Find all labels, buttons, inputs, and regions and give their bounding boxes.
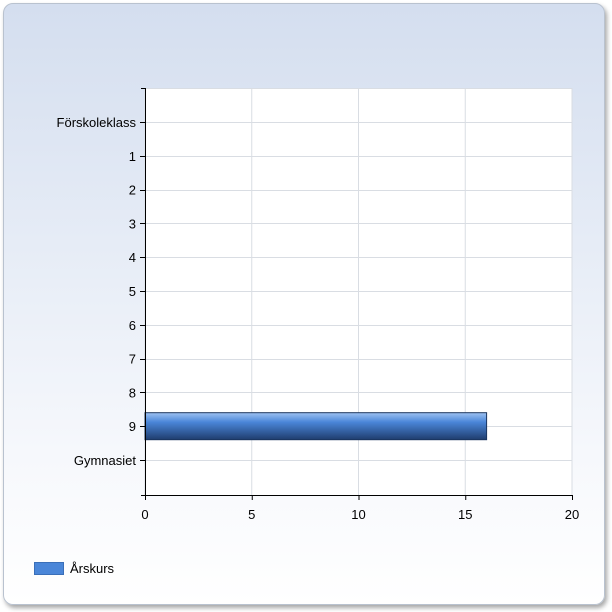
bars	[144, 412, 488, 441]
legend-swatch	[34, 562, 64, 575]
y-tick-label: 5	[129, 284, 136, 299]
y-tick-label: 6	[129, 318, 136, 333]
y-tick-label: 1	[129, 149, 136, 164]
y-tick-label: 4	[129, 250, 136, 265]
legend: Årskurs	[34, 561, 114, 576]
x-tick-label: 10	[351, 507, 365, 522]
y-tick-label: 2	[129, 183, 136, 198]
x-tick-label: 20	[565, 507, 579, 522]
x-tick-label: 5	[248, 507, 255, 522]
y-tick-label: 8	[129, 385, 136, 400]
y-tick-label: 9	[129, 419, 136, 434]
bar-9	[144, 412, 488, 441]
y-tick-label: 7	[129, 352, 136, 367]
x-tick-labels: 0 5 10 15 20	[141, 507, 579, 522]
axes	[140, 88, 573, 500]
legend-label: Årskurs	[70, 561, 115, 576]
y-tick-label: Förskoleklass	[57, 115, 137, 130]
y-tick-labels: Förskoleklass 1 2 3 4 5 6 7 8 9 Gymnasiet	[57, 115, 137, 468]
y-tick-label: 3	[129, 216, 136, 231]
x-tick-label: 0	[141, 507, 148, 522]
y-tick-label: Gymnasiet	[74, 453, 137, 468]
x-tick-label: 15	[458, 507, 472, 522]
